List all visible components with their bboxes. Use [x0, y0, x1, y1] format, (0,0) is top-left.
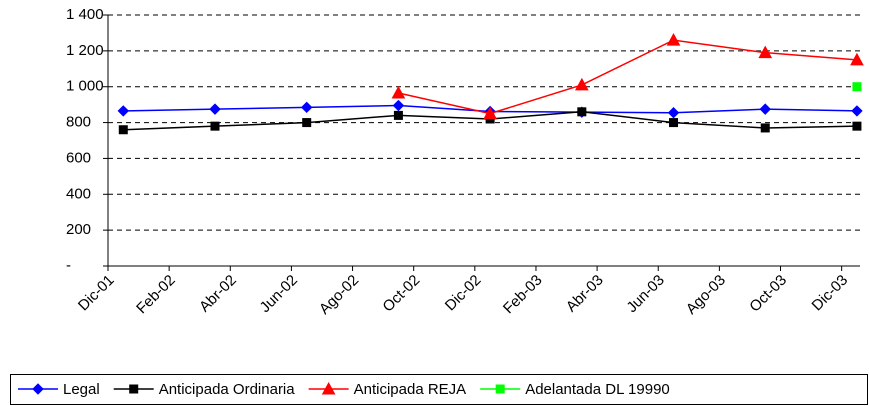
y-tick-label: 200: [66, 221, 91, 238]
marker: [321, 381, 336, 395]
y-tick-label: 1 200: [66, 42, 104, 59]
y-tick-label: 800: [66, 114, 91, 131]
marker: [577, 107, 587, 117]
y-tick-label: 1 400: [66, 6, 104, 23]
marker: [759, 103, 771, 115]
y-tick-label: 400: [66, 185, 91, 202]
marker: [495, 384, 505, 394]
x-tick-label: Jun-03: [623, 272, 667, 316]
marker: [758, 45, 773, 59]
marker: [483, 106, 497, 120]
x-tick-label: Dic-02: [442, 272, 485, 315]
marker: [666, 33, 681, 46]
marker: [392, 99, 405, 112]
x-tick-label: Abr-03: [563, 272, 607, 316]
marker: [851, 105, 863, 117]
series-line: [398, 39, 858, 115]
marker: [118, 125, 128, 135]
legend-label: Anticipada REJA: [354, 381, 467, 398]
marker: [209, 103, 221, 115]
x-tick-label: Dic-03: [809, 272, 852, 315]
x-tick-label: Ago-02: [316, 272, 362, 318]
x-tick-label: Oct-02: [379, 272, 423, 316]
x-tick-label: Feb-02: [133, 272, 179, 318]
x-tick-label: Abr-02: [196, 272, 240, 316]
legend: Legal Anticipada Ordinaria Anticipada REJA…: [10, 374, 868, 405]
marker: [300, 101, 313, 114]
marker: [852, 82, 862, 92]
marker: [760, 123, 770, 133]
x-tick-label: Ago-03: [683, 272, 729, 318]
marker: [669, 118, 679, 128]
y-tick-label: 1 000: [66, 78, 104, 95]
x-tick-label: Dic-01: [75, 272, 118, 315]
marker: [210, 121, 220, 131]
marker: [32, 383, 44, 395]
marker: [117, 105, 129, 117]
legend-label: Anticipada Ordinaria: [159, 381, 296, 398]
marker: [302, 118, 312, 128]
legend-label: Legal: [63, 381, 100, 398]
marker: [129, 384, 139, 394]
y-tick-label: -: [66, 257, 71, 274]
x-tick-label: Jun-02: [257, 272, 301, 316]
x-tick-label: Oct-03: [746, 272, 790, 316]
marker: [391, 85, 406, 99]
marker: [850, 52, 864, 66]
x-tick-label: Feb-03: [500, 272, 546, 318]
marker: [393, 110, 403, 120]
legend-label: Adelantada DL 19990: [525, 381, 670, 398]
marker: [667, 107, 680, 119]
marker: [852, 121, 862, 131]
marker: [574, 77, 589, 91]
y-tick-label: 600: [66, 149, 91, 166]
